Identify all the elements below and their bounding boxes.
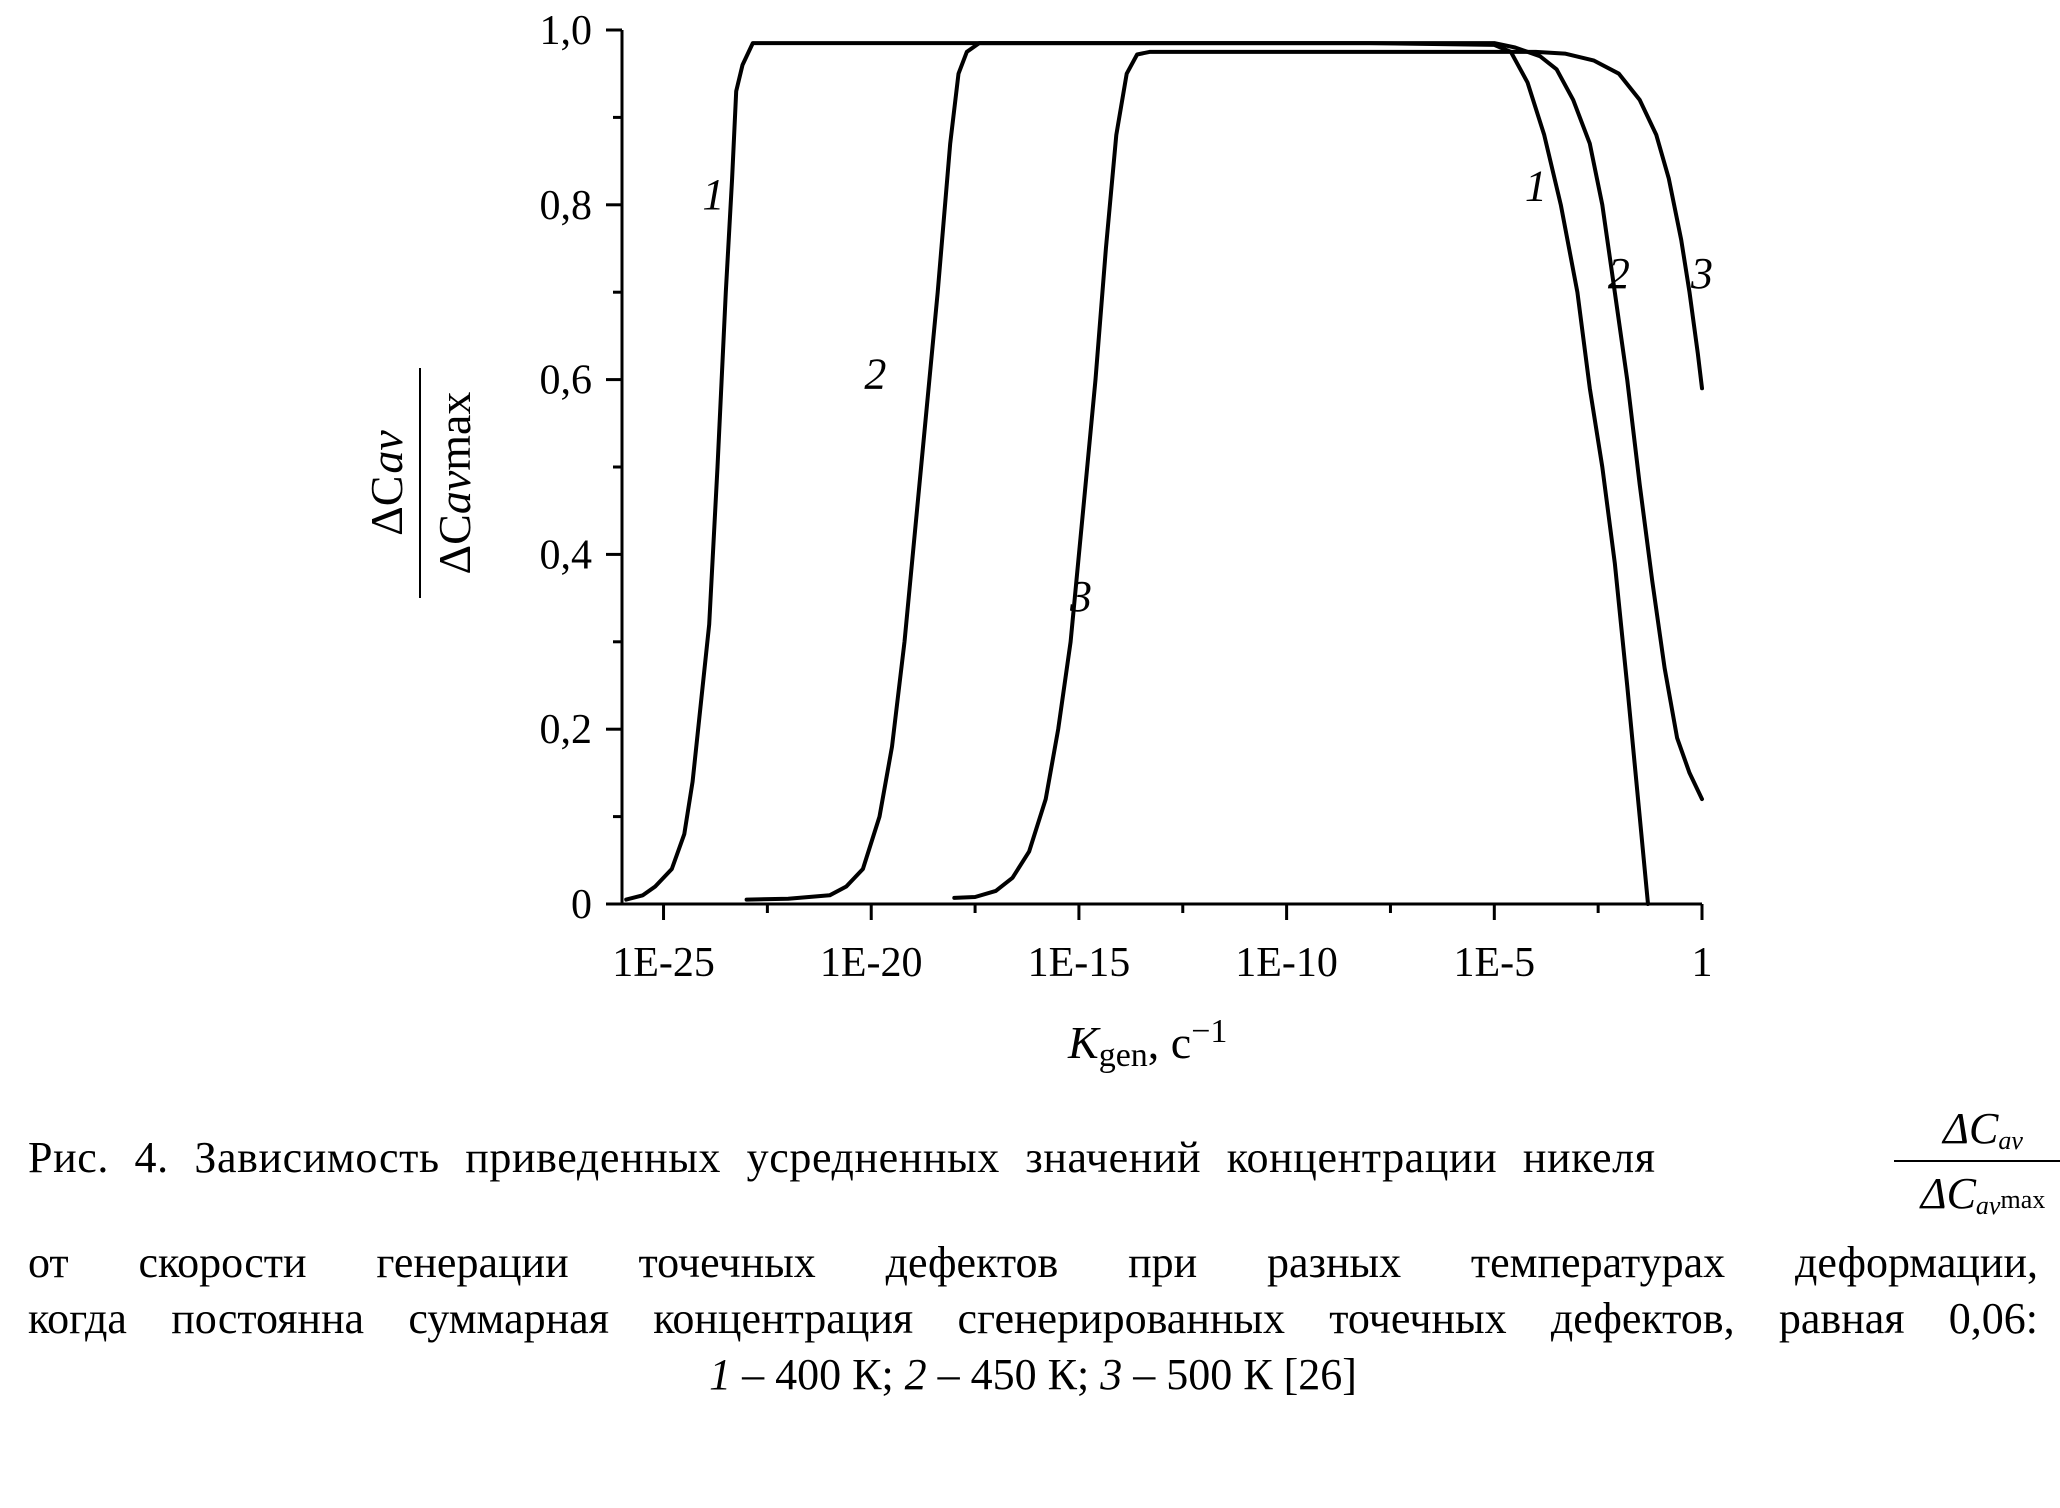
y-tick-label: 0,8 [540,183,593,229]
ticks: 0 0,2 0,4 0,6 0,8 1,0 1E-25 1E-20 1E-15 1E-10 1E-5… [540,8,1713,986]
y-axis-title: ΔCav ΔCavmax [361,368,480,598]
x-tick-label: 1E-20 [820,940,923,986]
caption-line-1: Рис. 4. Зависимость приведенных усреднен… [28,1098,2060,1220]
caption-text-1: Рис. 4. Зависимость приведенных усреднен… [28,1133,1656,1182]
caption-line-2: от скорости генерации точечных дефектов … [28,1238,2038,1287]
series-line-1 [624,41,1650,906]
x-tick-label: 1E-5 [1453,940,1535,986]
y-tick-label: 0,2 [540,707,593,753]
curve-label-1: 1 [702,170,724,219]
series-line-2 [744,41,1704,902]
caption-line-3: когда постоянна суммарная концентрация с… [28,1294,2038,1343]
y-tick-label: 0 [571,882,592,928]
y-tick-label: 0,4 [540,532,593,578]
curve-labels: 1 2 3 1 2 3 [702,161,1713,621]
chart: 0 0,2 0,4 0,6 0,8 1,0 1E-25 1E-20 1E-15 1E-10 1E-5… [361,8,1713,1074]
caption-fraction-bar [1894,1160,2060,1162]
x-tick-label: 1E-25 [612,940,715,986]
curve-label-3: 3 [1069,572,1092,621]
curve-label-2: 2 [864,349,886,398]
series-line-3 [952,49,1704,900]
y-tick-label: 0,6 [540,358,593,404]
curve-label-3: 3 [1690,249,1713,298]
caption-fraction-denominator: ΔCavmax [1920,1169,2046,1220]
x-tick-label: 1 [1692,940,1713,986]
caption-fraction: ΔCav ΔCavmax [1894,1098,2060,1226]
y-axis-denominator: ΔCavmax [429,392,480,575]
x-tick-label: 1E-15 [1028,940,1131,986]
caption-fraction-numerator: ΔCav [1943,1104,2023,1155]
curve-label-1: 1 [1525,161,1547,210]
x-axis-title: Kgen, с−1 [1067,1013,1227,1074]
curve-label-2: 2 [1608,249,1630,298]
caption-legend: 1 – 400 К; 2 – 450 К; 3 – 500 К [26] [709,1350,1357,1399]
series-group [624,41,1704,906]
y-tick-label: 1,0 [540,8,593,54]
x-tick-label: 1E-10 [1235,940,1338,986]
y-axis-numerator: ΔCav [361,430,412,536]
